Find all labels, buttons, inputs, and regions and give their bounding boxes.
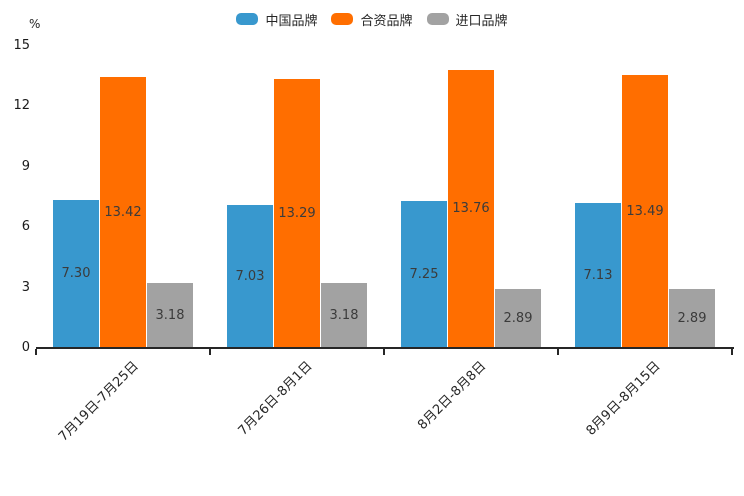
- bar-value-label: 7.03: [235, 268, 265, 284]
- bar-value-label: 7.30: [61, 266, 91, 281]
- bar-value-label: 2.89: [503, 310, 533, 326]
- x-category-label: 7月19日-7月25日: [55, 358, 142, 445]
- x-axis-tick: [731, 349, 733, 355]
- y-tick-label: 15: [13, 38, 30, 53]
- bar-value-label: 13.76: [452, 201, 490, 216]
- legend-item-label: 中国品牌: [265, 13, 318, 29]
- x-category-label: 7月26日-8月1日: [235, 358, 316, 439]
- bar-中国品牌-2[interactable]: 7.25: [401, 201, 447, 347]
- bar-合资品牌-1[interactable]: 13.29: [274, 79, 320, 347]
- x-axis-line: [36, 347, 734, 349]
- bar-进口品牌-0[interactable]: 3.18: [147, 283, 193, 347]
- bar-value-label: 3.18: [155, 307, 185, 323]
- y-tick-label: 6: [21, 219, 30, 235]
- x-axis-tick: [383, 349, 385, 355]
- y-axis-unit-label: %: [29, 17, 41, 31]
- bar-中国品牌-0[interactable]: 7.30: [53, 200, 99, 347]
- bar-value-label: 2.89: [677, 310, 707, 326]
- bar-进口品牌-3[interactable]: 2.89: [669, 289, 715, 347]
- bar-合资品牌-2[interactable]: 13.76: [448, 70, 494, 347]
- legend-item-label: 进口品牌: [455, 13, 508, 29]
- bar-value-label: 13.49: [626, 203, 664, 219]
- x-axis-tick: [35, 349, 37, 355]
- legend-swatch-icon: [236, 13, 259, 25]
- bar-进口品牌-1[interactable]: 3.18: [321, 283, 367, 347]
- x-category-label: 8月9日-8月15日: [583, 358, 664, 439]
- legend-item-0[interactable]: 中国品牌: [236, 10, 317, 29]
- y-tick-label: 0: [21, 340, 30, 355]
- bar-合资品牌-3[interactable]: 13.49: [622, 75, 668, 347]
- bar-value-label: 7.13: [583, 267, 613, 283]
- bar-value-label: 13.29: [278, 205, 316, 221]
- bar-中国品牌-1[interactable]: 7.03: [227, 205, 273, 347]
- bar-进口品牌-2[interactable]: 2.89: [495, 289, 541, 347]
- legend-swatch-icon: [426, 13, 449, 25]
- legend: 中国品牌 合资品牌 进口品牌: [0, 8, 744, 30]
- y-tick-label: 12: [13, 98, 30, 114]
- bar-value-label: 3.18: [329, 307, 359, 323]
- bar-value-label: 13.42: [104, 204, 142, 220]
- legend-item-2[interactable]: 进口品牌: [426, 10, 508, 29]
- y-tick-label: 3: [21, 279, 30, 295]
- x-category-label: 8月2日-8月8日: [415, 358, 490, 433]
- legend-swatch-icon: [331, 13, 354, 25]
- x-axis-tick: [209, 349, 211, 355]
- legend-item-1[interactable]: 合资品牌: [331, 10, 413, 29]
- legend-item-label: 合资品牌: [360, 13, 413, 29]
- bar-中国品牌-3[interactable]: 7.13: [575, 203, 621, 347]
- bar-合资品牌-0[interactable]: 13.42: [100, 77, 146, 347]
- bar-value-label: 7.25: [409, 266, 439, 282]
- y-tick-label: 9: [21, 158, 30, 174]
- x-axis-tick: [557, 349, 559, 355]
